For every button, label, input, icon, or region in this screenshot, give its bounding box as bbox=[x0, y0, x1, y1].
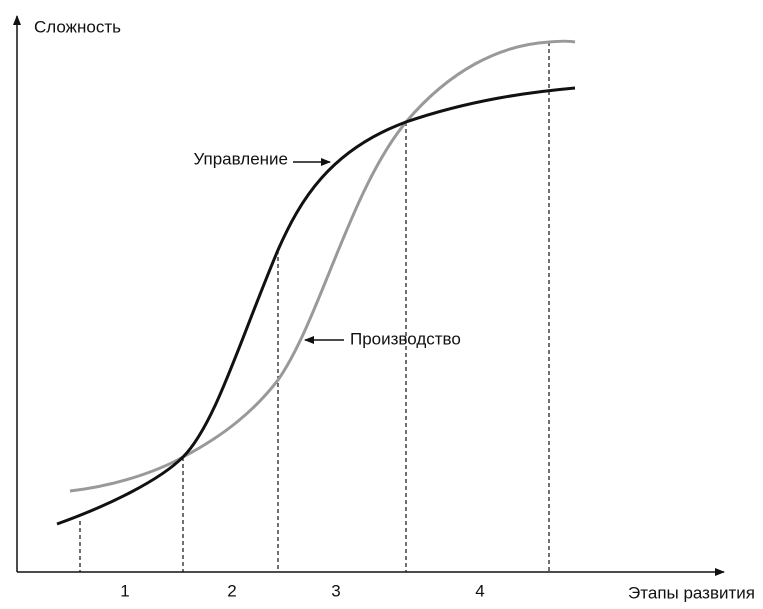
x-axis-label: Этапы развития bbox=[628, 583, 755, 602]
stage-label: 1 bbox=[120, 581, 129, 600]
y-axis-label: Сложность bbox=[34, 17, 121, 36]
stage-label: 2 bbox=[227, 581, 236, 600]
stage-label: 3 bbox=[331, 581, 340, 600]
stage-dividers bbox=[79, 42, 550, 572]
curve-label: Управление bbox=[193, 149, 288, 168]
stage-label: 4 bbox=[475, 581, 484, 600]
production-curve bbox=[69, 39, 576, 493]
curve-label: Производство bbox=[350, 329, 461, 348]
management-curve bbox=[56, 86, 576, 526]
